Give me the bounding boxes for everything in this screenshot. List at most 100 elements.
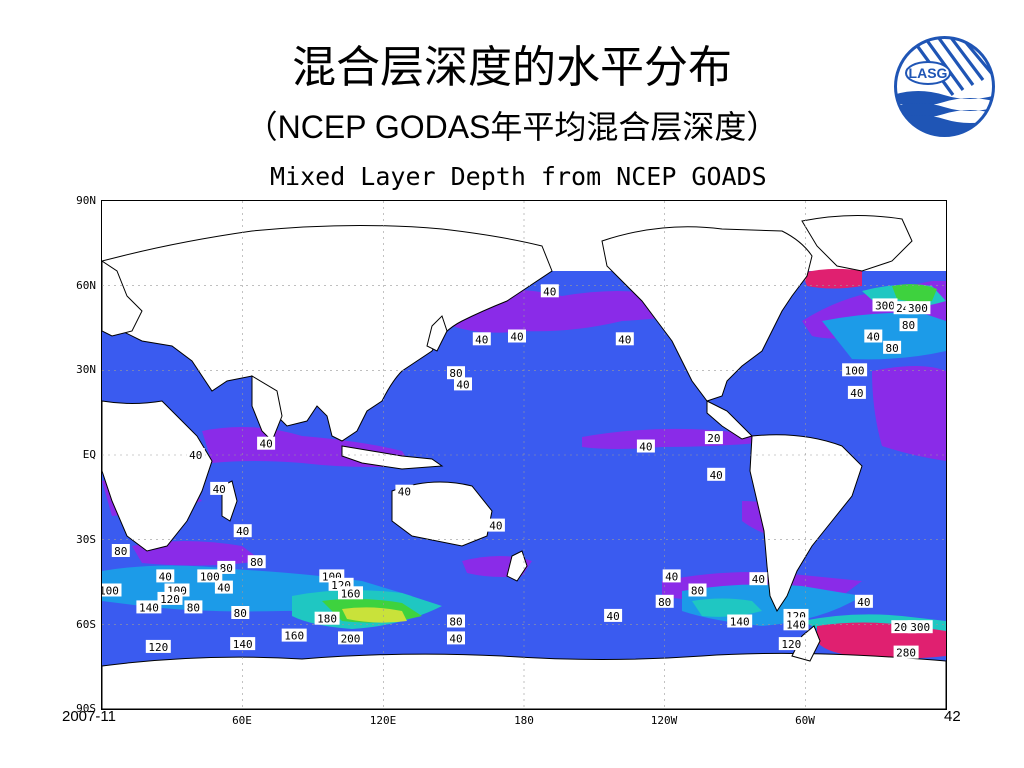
contour-label-15: 40 — [636, 439, 655, 454]
x-tick-120w: 120W — [650, 714, 678, 727]
contour-label-text-17: 40 — [259, 438, 272, 451]
contour-label-0: 40 — [540, 284, 559, 298]
contour-label-18: 40 — [186, 448, 205, 462]
land-indonesia — [341, 445, 444, 470]
contour-label-14: 20 — [704, 431, 723, 445]
contour-label-text-23: 80 — [114, 545, 127, 558]
contour-label-text-44: 40 — [449, 632, 462, 645]
land-central-america — [706, 400, 753, 440]
land-greenland — [801, 214, 913, 272]
subtitle-open-paren: （ — [245, 108, 278, 146]
contour-label-bg-50 — [727, 614, 753, 628]
contour-label-2: 40 — [508, 329, 526, 344]
land-north-america — [601, 226, 813, 402]
contour-label-52: 140 — [783, 617, 809, 631]
contour-label-text-56: 120 — [781, 638, 801, 651]
contour-label-bg-30 — [157, 591, 183, 605]
contour-label-bg-16 — [707, 467, 726, 481]
contour-label-text-19: 40 — [213, 483, 226, 496]
region-south-indian — [132, 541, 262, 566]
contour-label-13: 40 — [847, 385, 866, 400]
contour-label-34: 80 — [231, 606, 250, 620]
contour-label-bg-42 — [145, 639, 171, 653]
contour-label-28: 100 — [102, 583, 122, 598]
contour-label-6: 300 — [872, 298, 898, 312]
contour-label-text-39: 200 — [341, 632, 361, 645]
contour-label-text-14: 20 — [707, 432, 720, 445]
contour-label-31: 40 — [214, 580, 233, 595]
contour-label-23: 80 — [111, 544, 130, 558]
contour-label-40: 160 — [281, 628, 307, 643]
contour-label-bg-48 — [749, 572, 768, 586]
contour-label-bg-3 — [615, 332, 634, 346]
contour-label-bg-2 — [508, 329, 526, 343]
map-title: Mixed Layer Depth from NCEP GOADS — [270, 162, 767, 191]
contour-label-text-6: 300 — [875, 299, 895, 312]
contour-label-bg-56 — [778, 637, 804, 651]
contour-label-bg-18 — [186, 448, 205, 461]
contour-labels: 4040404080403002403008040801004020404040… — [102, 284, 933, 660]
lasg-logo: LASG — [894, 36, 995, 137]
y-tick-30n: 30N — [76, 363, 96, 376]
contour-label-bg-31 — [214, 580, 233, 594]
region-southern-pacific-120 — [692, 598, 762, 617]
subtitle-description: 年平均混合层深度） — [490, 108, 779, 146]
contour-label-bg-6 — [872, 298, 898, 312]
contour-label-55: 300 — [907, 620, 933, 634]
x-tick-60e: 60E — [232, 714, 252, 727]
contour-label-bg-44 — [447, 631, 465, 645]
contour-label-bg-41 — [230, 637, 256, 651]
contour-label-33: 80 — [184, 600, 203, 614]
contour-label-42: 120 — [145, 639, 171, 654]
logo-text: LASG — [909, 65, 948, 81]
contour-label-bg-52 — [783, 617, 809, 631]
land-africa — [102, 400, 213, 552]
contour-label-text-16: 40 — [710, 469, 723, 482]
contour-label-text-20: 40 — [398, 486, 411, 499]
y-tick-60s: 60S — [76, 618, 96, 631]
contour-label-3: 40 — [615, 332, 634, 346]
contour-label-text-5: 40 — [456, 378, 469, 391]
contour-label-text-22: 40 — [236, 525, 249, 538]
contour-label-text-34: 80 — [234, 607, 247, 620]
contour-label-text-30: 120 — [160, 593, 180, 606]
contour-label-bg-57 — [893, 645, 919, 659]
contour-label-text-52: 140 — [786, 618, 806, 631]
region-labrador-deep — [802, 268, 862, 289]
contour-label-32: 140 — [136, 600, 162, 614]
contour-label-39: 200 — [338, 631, 363, 645]
contour-label-bg-38 — [314, 611, 340, 625]
contour-label-text-46: 80 — [658, 596, 671, 609]
contour-label-bg-26 — [156, 569, 175, 583]
contour-label-bg-25 — [247, 555, 266, 569]
contour-label-bg-13 — [847, 385, 866, 399]
map-plot-area: 4040404080403002403008040801004020404040… — [101, 200, 947, 710]
contour-label-bg-5 — [454, 377, 472, 391]
contour-label-1: 40 — [472, 332, 491, 346]
contour-label-bg-28 — [102, 583, 122, 597]
region-equatorial-pacific — [582, 428, 782, 449]
contour-label-10: 40 — [864, 329, 883, 344]
contour-label-text-53: 40 — [857, 596, 870, 609]
contour-label-bg-53 — [854, 594, 873, 608]
contour-label-bg-23 — [111, 544, 130, 557]
contour-label-bg-55 — [907, 620, 933, 634]
contour-label-text-18: 40 — [189, 449, 202, 462]
contour-label-21: 40 — [486, 518, 505, 533]
contour-label-38: 180 — [314, 611, 340, 626]
contour-label-bg-17 — [257, 436, 276, 450]
contour-label-text-48: 40 — [752, 573, 765, 586]
mld-200-300-regions — [342, 607, 407, 623]
land-eurasia — [102, 224, 553, 442]
contour-label-bg-22 — [233, 524, 252, 538]
contour-label-49: 40 — [604, 608, 623, 623]
y-tick-90s: 90S — [76, 702, 96, 715]
contour-label-text-41: 140 — [233, 638, 253, 651]
contour-label-bg-43 — [447, 614, 465, 628]
contour-label-27: 100 — [197, 569, 223, 583]
contour-label-56: 120 — [778, 637, 804, 651]
contour-label-text-43: 80 — [449, 616, 462, 629]
contour-label-19: 40 — [210, 481, 229, 496]
contour-label-text-24: 80 — [220, 562, 233, 575]
x-tick-120e: 120E — [369, 714, 397, 727]
